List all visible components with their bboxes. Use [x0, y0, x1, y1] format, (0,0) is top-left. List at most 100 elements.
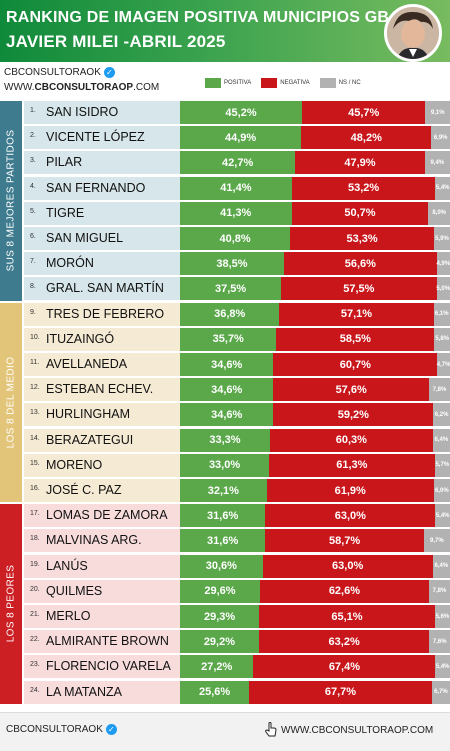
portrait-icon — [387, 7, 439, 59]
bar-negativa: 48,2% — [301, 126, 431, 149]
data-label: 6,1% — [435, 311, 449, 317]
data-label: 7,8% — [433, 588, 447, 594]
bar-positiva: 44,9% — [180, 126, 301, 149]
data-label: 4,9% — [437, 261, 450, 267]
rank-label: 22. — [30, 636, 40, 643]
data-label: 5,9% — [435, 236, 449, 242]
brand-site: WWW.CBCONSULTORAOP.COM — [4, 82, 159, 93]
bar-nsnc: 5,0% — [437, 277, 450, 300]
data-label: 29,2% — [204, 636, 235, 648]
data-label: 63,0% — [335, 510, 366, 522]
rank-label: 12. — [30, 384, 40, 391]
data-label: 34,6% — [211, 384, 242, 396]
bar-negativa: 60,3% — [270, 429, 433, 452]
bar-negativa: 67,4% — [253, 655, 435, 678]
data-label: 41,4% — [220, 182, 251, 194]
bar-negativa: 65,1% — [259, 605, 435, 628]
bar-positiva: 34,6% — [180, 378, 273, 401]
data-label: 4,7% — [437, 362, 450, 368]
bar-negativa: 63,0% — [265, 504, 435, 527]
data-label: 31,6% — [207, 535, 238, 547]
legend-item-positiva: POSITIVA — [205, 78, 251, 88]
bar-positiva: 41,3% — [180, 202, 292, 225]
bar-negativa: 57,6% — [273, 378, 429, 401]
category-label: TIGRE — [46, 206, 84, 220]
data-label: 6,4% — [435, 437, 449, 443]
bar-nsnc: 5,9% — [434, 227, 450, 250]
data-label: 29,3% — [204, 611, 235, 623]
data-label: 45,7% — [348, 107, 379, 119]
rank-label: 2. — [30, 132, 36, 139]
data-label: 5,4% — [436, 664, 450, 670]
bar-nsnc: 6,4% — [433, 429, 450, 452]
bar-positiva: 45,2% — [180, 101, 302, 124]
legend-label: POSITIVA — [224, 80, 251, 86]
data-label: 6,4% — [435, 563, 449, 569]
data-label: 61,3% — [336, 459, 367, 471]
legend-item-negativa: NEGATIVA — [261, 78, 309, 88]
bar-nsnc: 9,1% — [425, 101, 450, 124]
rank-label: 15. — [30, 460, 40, 467]
data-label: 6,0% — [435, 488, 449, 494]
category-label: ITUZAINGÓ — [46, 332, 114, 346]
data-label: 42,7% — [222, 157, 253, 169]
avatar — [384, 4, 442, 62]
bar-negativa: 58,7% — [265, 529, 423, 552]
verified-badge-icon: ✓ — [104, 67, 115, 78]
bar-negativa: 63,2% — [259, 630, 430, 653]
rank-label: 17. — [30, 510, 40, 517]
data-label: 5,7% — [435, 462, 449, 468]
bar-negativa: 61,9% — [267, 479, 434, 502]
category-label: GRAL. SAN MARTÍN — [46, 281, 164, 295]
data-label: 6,2% — [435, 412, 449, 418]
bar-positiva: 31,6% — [180, 504, 265, 527]
data-label: 37,5% — [215, 283, 246, 295]
legend-label: NEGATIVA — [280, 80, 309, 86]
category-label: BERAZATEGUI — [46, 433, 133, 447]
bar-negativa: 62,6% — [260, 580, 429, 603]
category-label: LANÚS — [46, 559, 88, 573]
bar-positiva: 36,8% — [180, 303, 279, 326]
data-label: 29,6% — [204, 585, 235, 597]
data-label: 41,3% — [220, 207, 251, 219]
data-label: 60,7% — [340, 359, 371, 371]
rank-label: 8. — [30, 283, 36, 290]
legend: POSITIVA NEGATIVA NS / NC — [205, 78, 367, 88]
chart-row: 8. GRAL. SAN MARTÍN 37,5% 57,5% 5,0% — [0, 277, 450, 300]
category-label: ESTEBAN ECHEV. — [46, 382, 153, 396]
data-label: 25,6% — [199, 686, 230, 698]
bar-negativa: 56,6% — [284, 252, 437, 275]
footer-site: WWW.CBCONSULTORAOP.COM — [264, 722, 433, 738]
bar-nsnc: 8,0% — [428, 202, 450, 225]
data-label: 9,7% — [430, 538, 444, 544]
rank-label: 5. — [30, 208, 36, 215]
bar-negativa: 58,5% — [276, 328, 434, 351]
legend-swatch — [205, 78, 221, 88]
category-label: SAN FERNANDO — [46, 181, 145, 195]
category-label: QUILMES — [46, 584, 102, 598]
data-label: 35,7% — [213, 333, 244, 345]
data-label: 57,5% — [343, 283, 374, 295]
data-label: 61,9% — [335, 485, 366, 497]
bar-nsnc: 5,4% — [435, 177, 450, 200]
bar-positiva: 27,2% — [180, 655, 253, 678]
category-label: FLORENCIO VARELA — [46, 659, 171, 673]
legend-swatch — [261, 78, 277, 88]
chart-row: 18.MALVINAS ARG.31,6%58,7%9,7% — [0, 529, 450, 552]
bar-positiva: 29,2% — [180, 630, 259, 653]
category-label: VICENTE LÓPEZ — [46, 130, 145, 144]
legend-item-nsnc: NS / NC — [320, 78, 361, 88]
bar-nsnc: 5,4% — [435, 504, 450, 527]
bar-positiva: 42,7% — [180, 151, 295, 174]
rank-label: 6. — [30, 233, 36, 240]
data-label: 62,6% — [329, 585, 360, 597]
rank-label: 4. — [30, 183, 36, 190]
data-label: 7,6% — [433, 639, 447, 645]
